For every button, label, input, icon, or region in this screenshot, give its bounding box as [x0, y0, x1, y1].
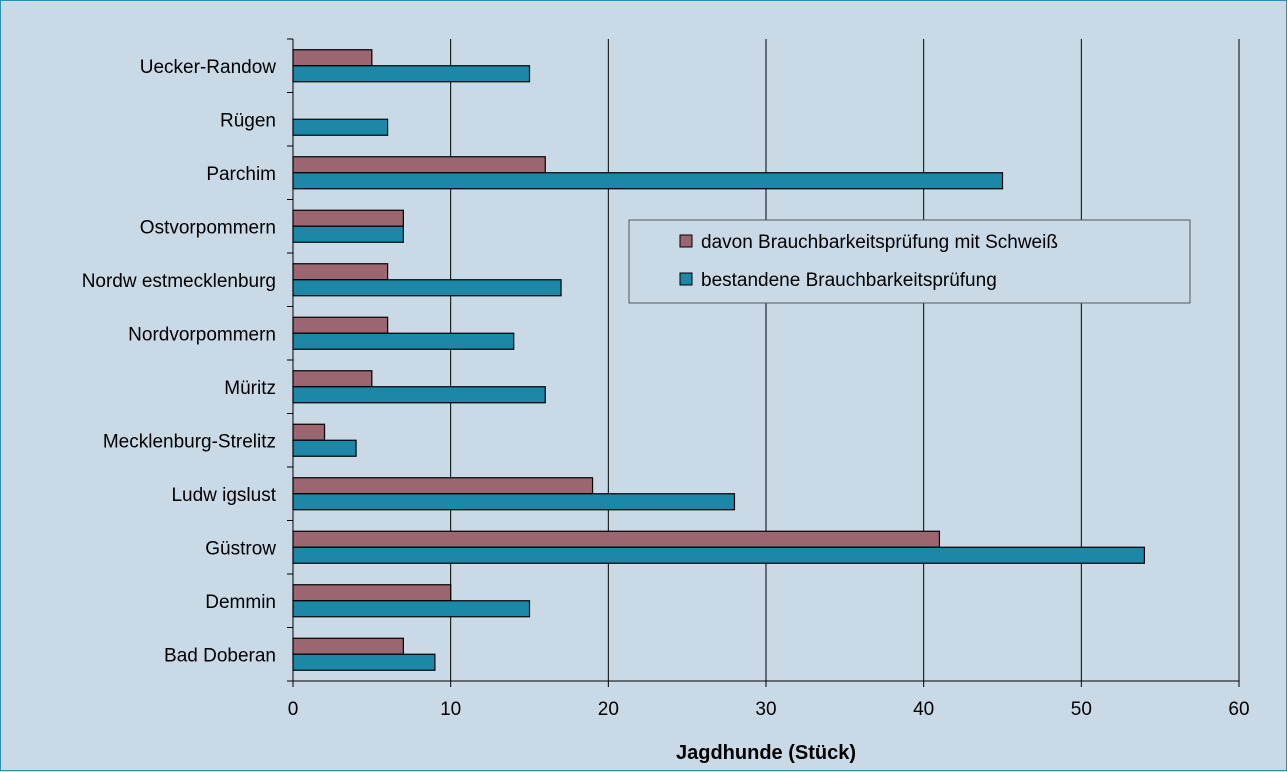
bar-bestanden	[292, 172, 1004, 190]
category-label: Nordw estmecklenburg	[82, 271, 276, 292]
x-tick-label-0: 0	[288, 699, 299, 720]
legend: davon Brauchbarkeitsprüfung mit Schweiß …	[628, 219, 1191, 304]
bar-bestanden	[292, 279, 562, 297]
bar-schweiss	[292, 156, 546, 174]
category-label: Ludw igslust	[171, 485, 276, 506]
category-label: Nordvorpommern	[128, 324, 276, 345]
legend-label-schweiss: davon Brauchbarkeitsprüfung mit Schweiß	[701, 232, 1058, 253]
bar-bestanden	[292, 386, 546, 404]
category-label: Uecker-Randow	[140, 57, 276, 78]
bar-schweiss	[292, 530, 941, 548]
x-tick-label-10: 10	[440, 699, 461, 720]
category-label: Ostvorpommern	[140, 217, 276, 238]
x-tick-label-20: 20	[598, 699, 619, 720]
bar-schweiss	[292, 423, 326, 441]
category-label: Bad Doberan	[164, 645, 276, 666]
bar-schweiss	[292, 584, 452, 602]
bar-bestanden	[292, 493, 736, 511]
bar-schweiss	[292, 209, 404, 227]
bar-layer	[292, 49, 1146, 671]
category-label: Demmin	[205, 592, 276, 613]
bar-schweiss	[292, 263, 389, 281]
label-layer: 0 10 20 30 40 50 60 Uecker-Randow Rügen Parchim Os…	[82, 57, 1250, 720]
legend-swatch-schweiss	[679, 234, 693, 248]
legend-box	[628, 219, 1191, 304]
bar-schweiss	[292, 370, 373, 388]
bar-bestanden	[292, 546, 1146, 564]
bar-bestanden	[292, 600, 531, 618]
category-label: Mecklenburg-Strelitz	[103, 431, 276, 452]
bar-schweiss	[292, 477, 594, 495]
x-tick-label-60: 60	[1228, 699, 1249, 720]
x-tick-label-50: 50	[1071, 699, 1092, 720]
grid-layer	[450, 39, 1240, 681]
x-axis-title: Jagdhunde (Stück)	[676, 742, 856, 764]
bar-bestanden	[292, 225, 404, 243]
x-tick-label-40: 40	[913, 699, 934, 720]
category-label: Güstrow	[205, 538, 276, 559]
bar-bestanden	[292, 653, 436, 671]
bar-bestanden	[292, 439, 357, 457]
legend-label-bestanden: bestandene Brauchbarkeitsprüfung	[701, 270, 997, 291]
category-label: Müritz	[224, 378, 276, 399]
axis-layer	[287, 38, 1240, 687]
category-label: Parchim	[206, 164, 276, 185]
bar-bestanden	[292, 118, 389, 136]
bar-bestanden	[292, 332, 515, 350]
bar-bestanden	[292, 65, 531, 83]
bar-schweiss	[292, 637, 404, 655]
legend-swatch-bestanden	[679, 272, 693, 286]
category-label: Rügen	[220, 110, 276, 131]
x-tick-label-30: 30	[755, 699, 776, 720]
bar-schweiss	[292, 316, 389, 334]
bar-schweiss	[292, 49, 373, 67]
